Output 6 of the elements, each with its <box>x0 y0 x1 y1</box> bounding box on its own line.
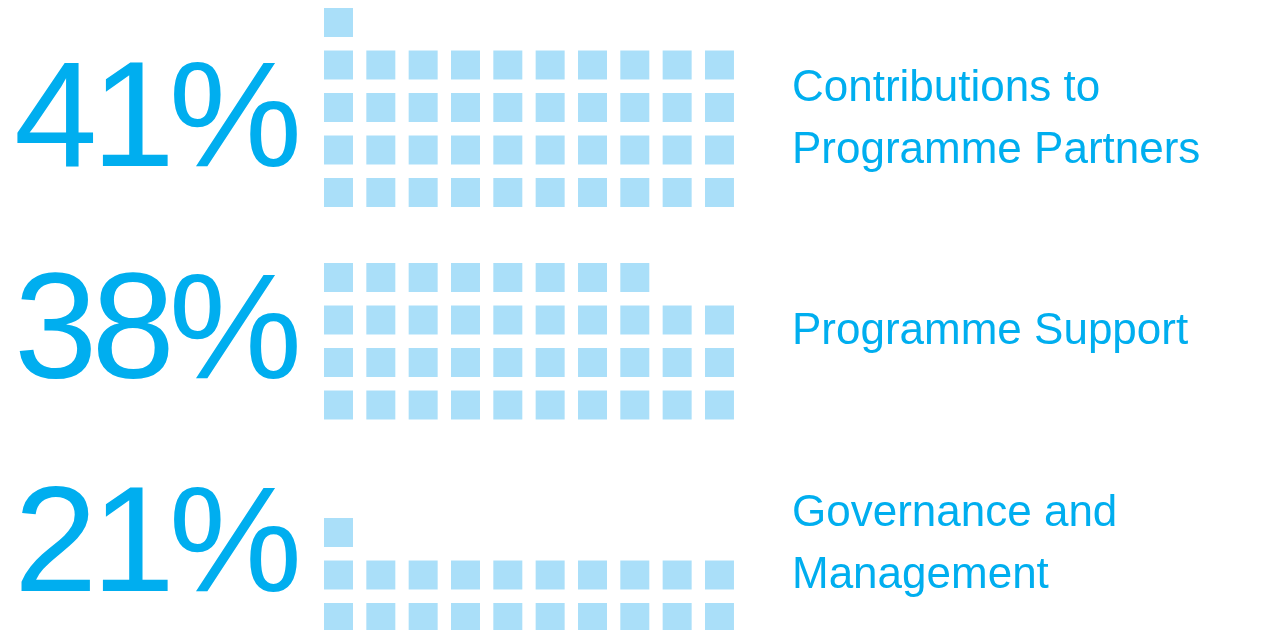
category-label: Governance and Management <box>792 485 1119 599</box>
data-label: 41% <box>14 29 297 198</box>
category-label: Programme Support <box>792 303 1190 356</box>
data-label: 21% <box>14 454 297 623</box>
data-label: 38% <box>14 242 297 411</box>
category-label: Contributions to Programme Partners <box>792 60 1202 174</box>
